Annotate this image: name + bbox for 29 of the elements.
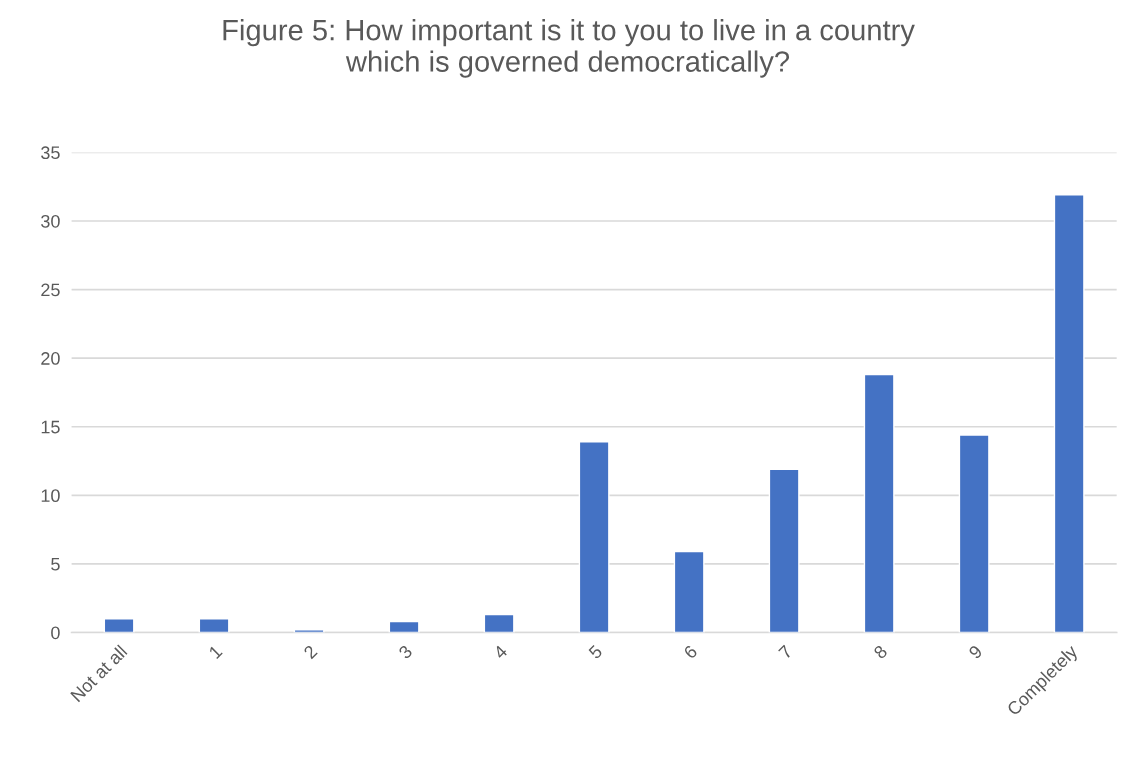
x-tick-label: 9: [968, 644, 983, 660]
y-tick-label: 25: [41, 283, 60, 297]
x-tick-label: 7: [778, 644, 793, 660]
bar: [103, 618, 135, 633]
y-tick-label: 15: [41, 420, 60, 434]
bar: [198, 618, 230, 633]
x-tick-label: 6: [683, 644, 698, 660]
x-tick-label: 1: [208, 644, 223, 659]
y-tick-label: 5: [51, 558, 60, 571]
x-tick-label: 4: [492, 644, 508, 660]
bar: [1053, 194, 1085, 633]
bar: [578, 441, 610, 633]
y-tick-label: 30: [41, 214, 60, 228]
bar: [863, 373, 895, 633]
bar: [673, 550, 705, 633]
y-tick-label: 0: [51, 626, 60, 640]
y-tick-label: 20: [41, 352, 60, 365]
bar: [388, 620, 420, 633]
bar: [768, 468, 800, 633]
chart-title: Figure 5: How important is it to you to live in a country which is governed democratically?: [223, 19, 915, 78]
bar: [483, 613, 515, 633]
x-tick-label: 5: [588, 644, 603, 660]
x-tick-label: Not at all: [69, 644, 128, 703]
x-tick-label: 2: [302, 644, 318, 660]
x-tick-label: 8: [872, 644, 888, 660]
y-tick-label: 10: [41, 489, 60, 503]
y-tick-label: 35: [41, 146, 60, 160]
bar: [958, 434, 990, 633]
x-tick-label: 3: [397, 644, 413, 660]
